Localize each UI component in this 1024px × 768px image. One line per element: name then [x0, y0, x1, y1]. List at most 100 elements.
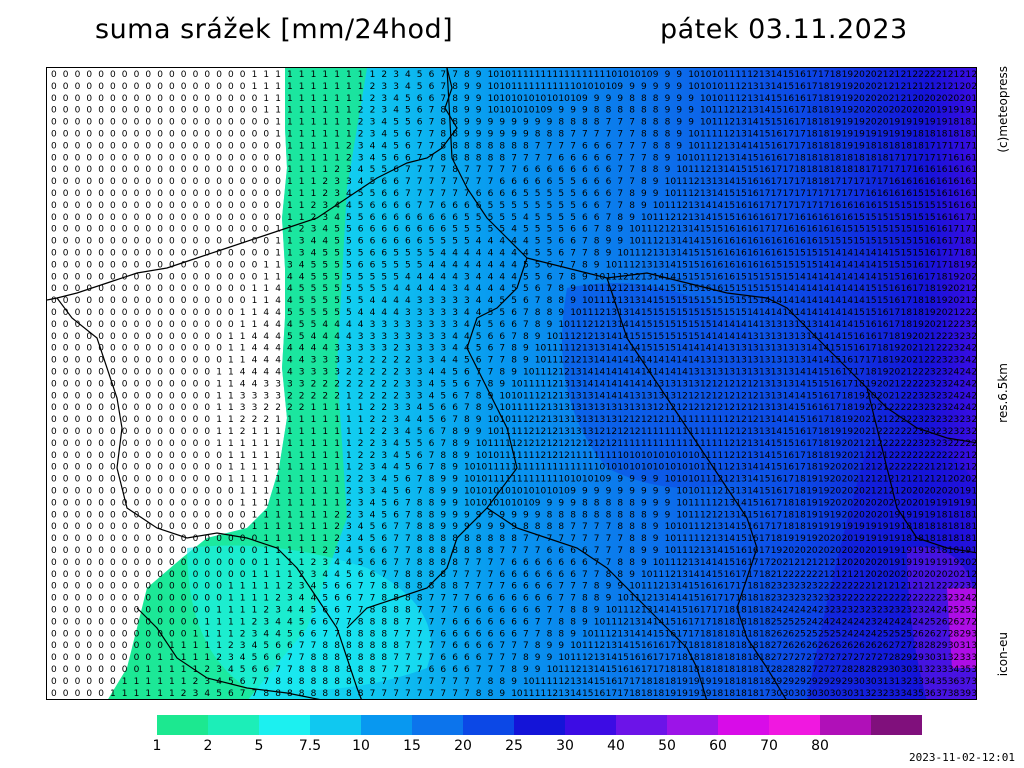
svg-text:0: 0: [157, 94, 163, 104]
color-scale-tick: 80: [811, 738, 829, 754]
svg-text:0: 0: [216, 249, 222, 259]
svg-text:8: 8: [582, 498, 588, 508]
svg-text:13: 13: [641, 260, 652, 270]
svg-text:11: 11: [676, 534, 687, 544]
svg-text:15: 15: [806, 260, 817, 270]
svg-text:0: 0: [240, 70, 246, 80]
svg-text:18: 18: [971, 118, 977, 128]
svg-text:16: 16: [901, 177, 913, 187]
svg-text:18: 18: [688, 665, 700, 675]
svg-text:17: 17: [818, 201, 829, 211]
svg-text:5: 5: [547, 189, 553, 199]
svg-text:16: 16: [948, 213, 960, 223]
svg-text:6: 6: [523, 558, 529, 568]
svg-text:18: 18: [806, 141, 818, 151]
svg-text:19: 19: [818, 498, 830, 508]
svg-text:11: 11: [570, 70, 581, 80]
svg-text:18: 18: [818, 94, 830, 104]
svg-text:15: 15: [771, 284, 782, 294]
svg-text:0: 0: [122, 249, 128, 259]
svg-text:13: 13: [700, 546, 711, 556]
svg-text:4: 4: [464, 332, 470, 342]
svg-text:18: 18: [735, 629, 747, 639]
svg-text:4: 4: [287, 320, 293, 330]
svg-text:19: 19: [853, 118, 865, 128]
svg-text:5: 5: [405, 94, 411, 104]
svg-text:20: 20: [936, 308, 948, 318]
svg-text:1: 1: [240, 320, 246, 330]
svg-text:11: 11: [606, 451, 617, 461]
svg-text:8: 8: [417, 558, 423, 568]
svg-text:0: 0: [98, 106, 104, 116]
svg-text:6: 6: [476, 641, 482, 651]
svg-text:30: 30: [889, 665, 901, 675]
svg-text:29: 29: [771, 677, 783, 687]
svg-text:1: 1: [252, 427, 258, 437]
svg-text:9: 9: [653, 189, 659, 199]
svg-text:1: 1: [299, 118, 305, 128]
svg-text:18: 18: [747, 594, 759, 604]
svg-text:1: 1: [322, 522, 328, 532]
svg-text:24: 24: [960, 403, 972, 413]
svg-text:7: 7: [429, 653, 435, 663]
svg-text:19: 19: [665, 689, 677, 699]
svg-text:17: 17: [912, 153, 923, 163]
svg-text:4: 4: [381, 487, 387, 497]
svg-text:16: 16: [759, 153, 771, 163]
svg-text:8: 8: [429, 522, 435, 532]
svg-text:4: 4: [287, 617, 293, 627]
svg-text:31: 31: [853, 689, 864, 699]
svg-text:1: 1: [299, 153, 305, 163]
svg-text:16: 16: [759, 249, 771, 259]
svg-text:13: 13: [594, 332, 605, 342]
svg-text:5: 5: [322, 296, 328, 306]
svg-text:3: 3: [193, 689, 199, 699]
svg-text:10: 10: [488, 82, 500, 92]
svg-text:4: 4: [440, 260, 446, 270]
svg-text:23: 23: [842, 606, 853, 616]
svg-text:0: 0: [86, 487, 92, 497]
svg-text:0: 0: [169, 284, 175, 294]
svg-text:19: 19: [889, 118, 901, 128]
svg-text:20: 20: [771, 558, 783, 568]
svg-text:1: 1: [275, 106, 281, 116]
svg-text:25: 25: [877, 629, 888, 639]
svg-text:7: 7: [617, 153, 623, 163]
color-scale-tick: 15: [403, 738, 421, 754]
svg-text:3: 3: [417, 332, 423, 342]
svg-text:0: 0: [157, 475, 163, 485]
svg-text:0: 0: [86, 629, 92, 639]
svg-text:15: 15: [700, 237, 711, 247]
svg-text:14: 14: [747, 320, 759, 330]
svg-text:5: 5: [370, 165, 376, 175]
svg-text:0: 0: [98, 475, 104, 485]
svg-text:8: 8: [429, 487, 435, 497]
svg-text:19: 19: [842, 130, 854, 140]
svg-text:19: 19: [971, 546, 977, 556]
svg-text:0: 0: [86, 106, 92, 116]
svg-text:0: 0: [122, 225, 128, 235]
svg-text:14: 14: [842, 260, 854, 270]
svg-text:0: 0: [145, 594, 151, 604]
svg-text:18: 18: [830, 141, 842, 151]
svg-text:3: 3: [429, 344, 435, 354]
svg-text:6: 6: [547, 272, 553, 282]
svg-text:9: 9: [464, 522, 470, 532]
svg-text:27: 27: [783, 653, 794, 663]
svg-text:13: 13: [771, 403, 782, 413]
svg-text:18: 18: [842, 391, 854, 401]
svg-text:17: 17: [877, 177, 888, 187]
svg-text:8: 8: [665, 141, 671, 151]
svg-text:4: 4: [499, 260, 505, 270]
svg-text:0: 0: [110, 617, 116, 627]
svg-text:0: 0: [134, 130, 140, 140]
svg-text:0: 0: [157, 141, 163, 151]
svg-text:0: 0: [169, 546, 175, 556]
svg-text:8: 8: [606, 570, 612, 580]
svg-text:0: 0: [157, 225, 163, 235]
svg-text:0: 0: [204, 344, 210, 354]
svg-text:7: 7: [606, 213, 612, 223]
svg-text:13: 13: [570, 677, 581, 687]
svg-text:12: 12: [700, 522, 711, 532]
svg-text:1: 1: [110, 689, 116, 699]
